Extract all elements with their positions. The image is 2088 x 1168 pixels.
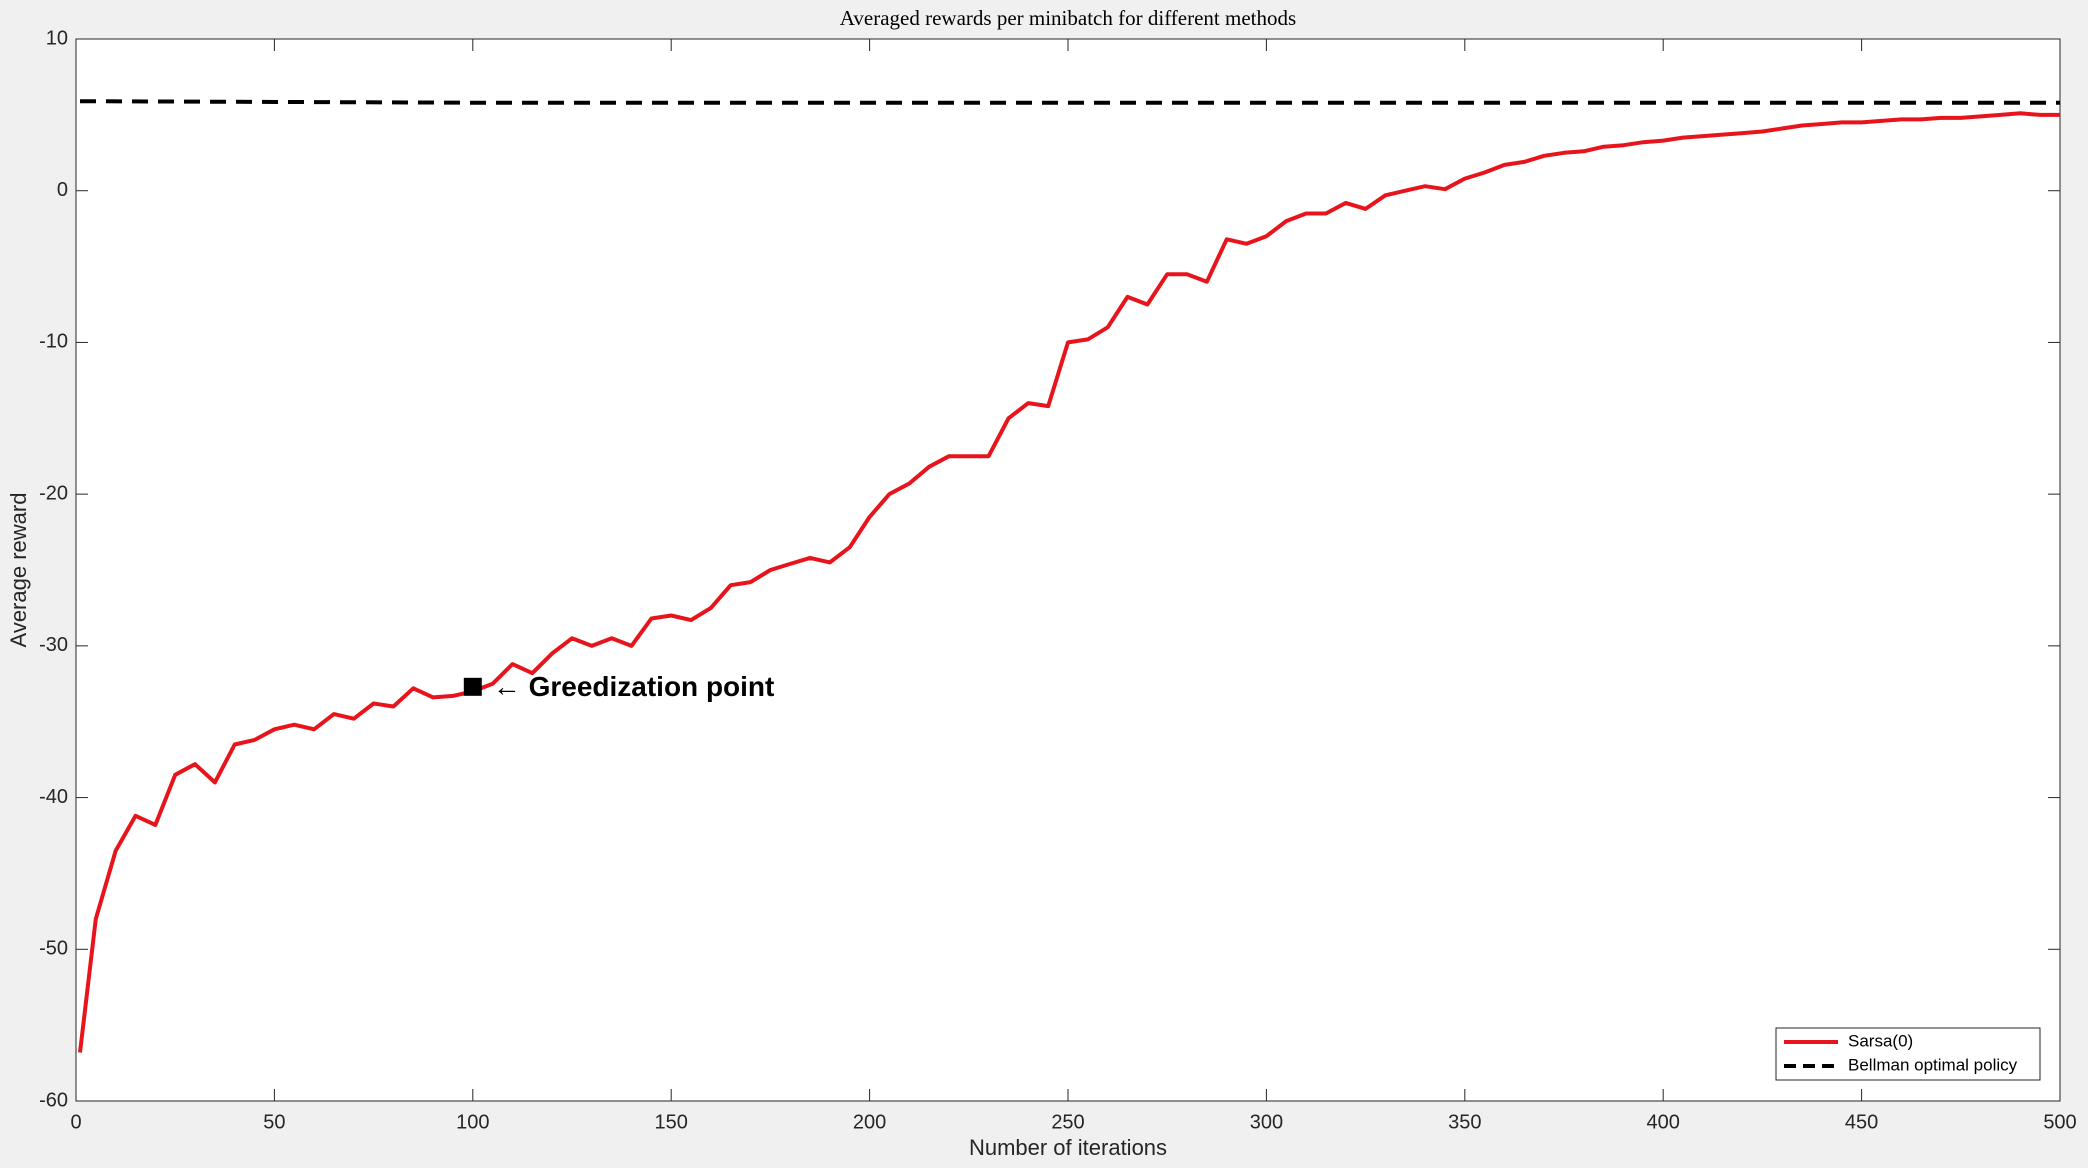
legend-box xyxy=(1775,1027,2041,1081)
y-tick-label: -50 xyxy=(39,938,68,960)
x-tick-label: 450 xyxy=(1845,1111,1878,1133)
legend-label: Sarsa(0) xyxy=(1848,1031,1913,1050)
x-tick-label: 350 xyxy=(1448,1111,1481,1133)
y-tick-label: -60 xyxy=(39,1089,68,1111)
x-tick-label: 50 xyxy=(263,1111,285,1133)
x-tick-label: 500 xyxy=(2043,1111,2076,1133)
x-tick-label: 100 xyxy=(456,1111,489,1133)
y-tick-label: -10 xyxy=(39,331,68,353)
y-tick-label: -20 xyxy=(39,482,68,504)
chart-title: Averaged rewards per minibatch for diffe… xyxy=(840,6,1296,30)
line-series xyxy=(79,99,2060,105)
x-tick-label: 0 xyxy=(70,1111,81,1133)
x-tick-label: 400 xyxy=(1647,1111,1680,1133)
line-series xyxy=(78,111,2060,1053)
y-tick-label: -40 xyxy=(39,786,68,808)
x-tick-label: 200 xyxy=(853,1111,886,1133)
y-tick-label: 0 xyxy=(57,179,68,201)
y-tick-label: -30 xyxy=(39,634,68,656)
x-axis-label: Number of iterations xyxy=(969,1135,1167,1160)
annotation-marker xyxy=(463,677,482,696)
x-tick-label: 300 xyxy=(1250,1111,1283,1133)
y-tick-label: 10 xyxy=(46,27,68,49)
plot-area xyxy=(75,38,2061,1102)
y-axis-label: Average reward xyxy=(6,493,31,648)
legend-label: Bellman optimal policy xyxy=(1848,1055,2018,1074)
annotation-text: ← Greedization point xyxy=(493,671,775,702)
x-tick-label: 250 xyxy=(1051,1111,1084,1133)
x-tick-label: 150 xyxy=(655,1111,688,1133)
